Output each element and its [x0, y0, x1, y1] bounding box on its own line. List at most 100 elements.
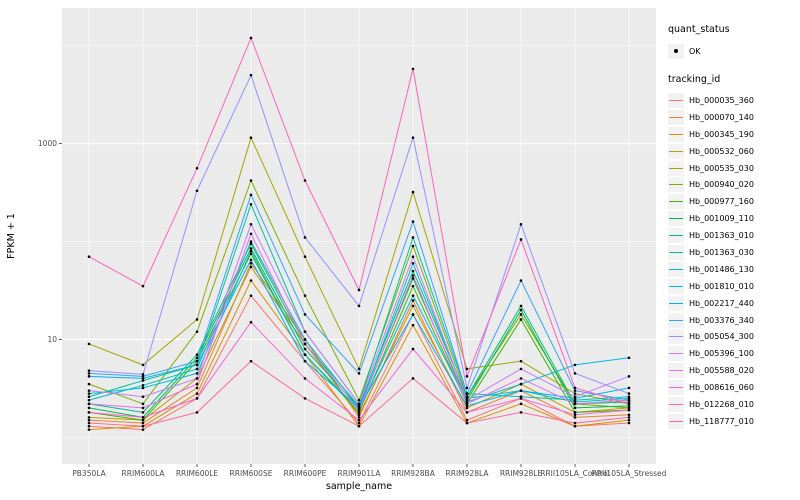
data-point [627, 406, 631, 410]
data-point [411, 377, 415, 380]
legend-label-tracking: Hb_000070_140 [689, 112, 754, 122]
data-point [465, 386, 469, 390]
legend-label-tracking: Hb_000035_360 [689, 95, 754, 105]
data-point [87, 406, 91, 410]
line-swatch-icon [669, 302, 683, 304]
legend-key [668, 329, 684, 345]
data-point [411, 277, 415, 280]
data-point [465, 398, 469, 402]
data-point [465, 404, 469, 408]
data-point [573, 372, 577, 375]
data-point [627, 392, 631, 395]
data-point [303, 377, 307, 380]
x-axis-title: sample_name [326, 481, 392, 492]
data-point [573, 416, 577, 419]
data-point [87, 372, 91, 375]
legend-key [668, 194, 684, 210]
data-point [573, 413, 577, 417]
data-point [411, 261, 415, 265]
data-point [195, 377, 199, 380]
line-swatch-icon [669, 218, 683, 220]
data-point [411, 347, 415, 351]
data-point [519, 308, 523, 312]
data-point [465, 421, 469, 425]
legend-key [668, 160, 684, 176]
legend-key [668, 211, 684, 227]
legend-label-tracking: Hb_005588_020 [689, 366, 754, 376]
x-tick-label: RRIM600LE [176, 469, 219, 478]
data-point [519, 402, 523, 406]
data-point [627, 404, 631, 408]
data-point [249, 73, 253, 77]
data-point [357, 288, 361, 292]
data-point [87, 395, 91, 399]
data-point [411, 274, 415, 277]
data-point [195, 189, 199, 193]
legend-key [668, 295, 684, 311]
data-point [465, 406, 469, 410]
data-point [573, 363, 577, 367]
x-tick-label: RRIM600SE [230, 469, 273, 478]
data-point [141, 284, 145, 288]
data-point [249, 179, 253, 182]
data-point [357, 416, 361, 419]
legend-label-tracking: Hb_001810_010 [689, 281, 754, 291]
data-point [249, 242, 253, 246]
legend-key [668, 244, 684, 260]
data-point [87, 402, 91, 406]
data-point [627, 356, 631, 360]
legend: quant_status OK tracking_id Hb_000035_36… [668, 24, 800, 430]
line-swatch-icon [669, 420, 683, 422]
legend-label-tracking: Hb_005054_300 [689, 332, 754, 342]
data-point [87, 421, 91, 425]
data-point [141, 406, 145, 410]
legend-key-ok [668, 43, 684, 59]
data-point [87, 382, 91, 386]
data-point [303, 342, 307, 346]
legend-item-tracking: Hb_001810_010 [668, 278, 800, 295]
data-point [411, 269, 415, 273]
data-point [87, 392, 91, 395]
data-point [249, 261, 253, 265]
data-point [249, 252, 253, 256]
legend-key [668, 177, 684, 193]
data-point [303, 179, 307, 182]
legend-key [668, 143, 684, 159]
data-point [573, 402, 577, 406]
legend-key [668, 396, 684, 412]
x-tick-label: PB350LA [72, 469, 106, 478]
legend-key [668, 109, 684, 125]
legend-label-tracking: Hb_012268_010 [689, 399, 754, 409]
data-point [519, 238, 523, 241]
legend-label-tracking: Hb_000940_020 [689, 180, 754, 190]
legend-label-tracking: Hb_008616_060 [689, 383, 754, 393]
data-point [627, 413, 631, 417]
legend-key [668, 312, 684, 328]
legend-item-tracking: Hb_008616_060 [668, 379, 800, 396]
legend-key [668, 413, 684, 429]
legend-key [668, 363, 684, 379]
data-point [357, 413, 361, 417]
legend-title-tracking-id: tracking_id [668, 74, 721, 85]
data-point [519, 382, 523, 386]
data-point [195, 359, 199, 363]
data-point [357, 406, 361, 410]
data-point [249, 320, 253, 324]
data-point [357, 402, 361, 406]
plot-generated-content: 10 1000 PB350LA RRIM600LA RRIM600LE RRIM600SE… [38, 8, 667, 478]
legend-label-tracking: Hb_000345_190 [689, 129, 754, 139]
line-swatch-icon [669, 319, 683, 321]
data-point [249, 294, 253, 297]
data-point [249, 265, 253, 269]
data-point [141, 418, 145, 422]
data-point [195, 372, 199, 375]
data-point [87, 389, 91, 392]
data-point [357, 421, 361, 425]
legend-key [668, 278, 684, 294]
legend-label-ok: OK [689, 46, 701, 56]
legend-label-tracking: Hb_000532_060 [689, 146, 754, 156]
data-point [357, 424, 361, 428]
data-point [519, 279, 523, 282]
data-point [627, 408, 631, 412]
